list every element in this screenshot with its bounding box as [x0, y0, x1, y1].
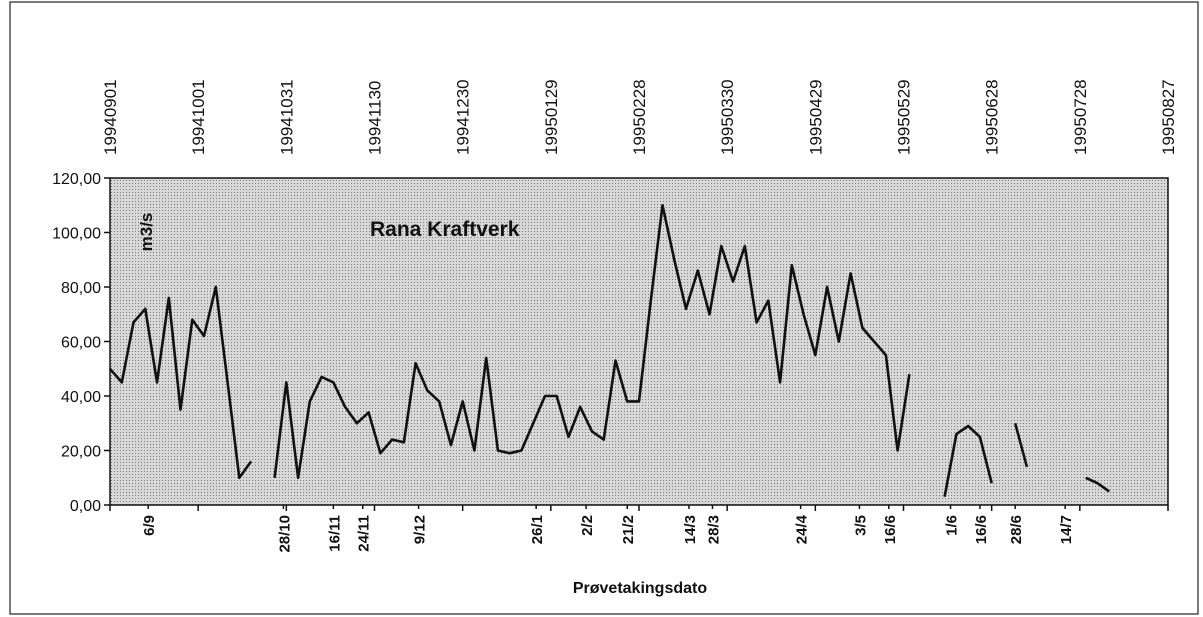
frame [9, 1, 1199, 615]
sample-date-label: 28/10 [276, 515, 293, 553]
top-date-label: 19941001 [189, 79, 208, 155]
top-date-label: 19950129 [542, 79, 561, 155]
sample-date-label: 16/11 [326, 515, 343, 552]
sample-date-label: 9/12 [412, 515, 429, 544]
flow-line [943, 424, 993, 498]
sample-date-label: 14/3 [682, 515, 699, 544]
y-tick-label: 100,00 [52, 226, 101, 243]
y-tick-label: 40,00 [61, 389, 101, 406]
top-date-label: 19940901 [101, 79, 120, 155]
sample-date-label: 2/2 [579, 515, 596, 536]
top-date-label: 19950429 [806, 79, 825, 155]
y-axis-label: m3/s [137, 213, 156, 252]
sample-date-label: 24/4 [794, 514, 811, 544]
sample-date-label: 24/11 [356, 515, 373, 552]
y-tick-label: 80,00 [61, 280, 101, 297]
top-date-label: 19950228 [630, 79, 649, 155]
top-date-label: 19950728 [1071, 79, 1090, 155]
sample-date-label: 28/3 [705, 515, 722, 544]
sample-date-label: 16/6 [973, 515, 990, 544]
top-date-label: 19941230 [454, 79, 473, 155]
chart-title: Rana Kraftverk [370, 218, 520, 241]
flow-line [109, 285, 253, 480]
sample-date-label: 28/6 [1008, 515, 1025, 544]
y-tick-label: 120,00 [52, 171, 101, 188]
sample-date-label: 16/6 [882, 515, 899, 544]
sample-date-label: 14/7 [1058, 515, 1075, 544]
y-tick-label: 0,00 [70, 498, 101, 515]
top-date-label: 19941031 [277, 79, 296, 155]
top-date-label: 19950827 [1159, 79, 1178, 155]
top-date-label: 19941130 [366, 81, 385, 155]
flow-line [273, 204, 911, 480]
sample-date-label: 21/2 [620, 515, 637, 544]
y-tick-label: 20,00 [61, 444, 101, 461]
sample-date-label: 26/1 [529, 515, 546, 544]
y-tick-label: 60,00 [61, 335, 101, 352]
plot-area [109, 177, 1169, 506]
x-axis-label: Prøvetakingsdato [573, 580, 707, 597]
sample-date-label: 6/9 [141, 515, 158, 536]
top-date-label: 19950330 [718, 79, 737, 155]
flow-line [1013, 422, 1029, 468]
flow-line [1085, 476, 1110, 493]
top-date-label: 19950628 [983, 79, 1002, 155]
sample-date-label: 1/6 [944, 515, 961, 536]
sample-date-label: 3/5 [852, 515, 869, 536]
top-date-label: 19950529 [895, 79, 914, 155]
